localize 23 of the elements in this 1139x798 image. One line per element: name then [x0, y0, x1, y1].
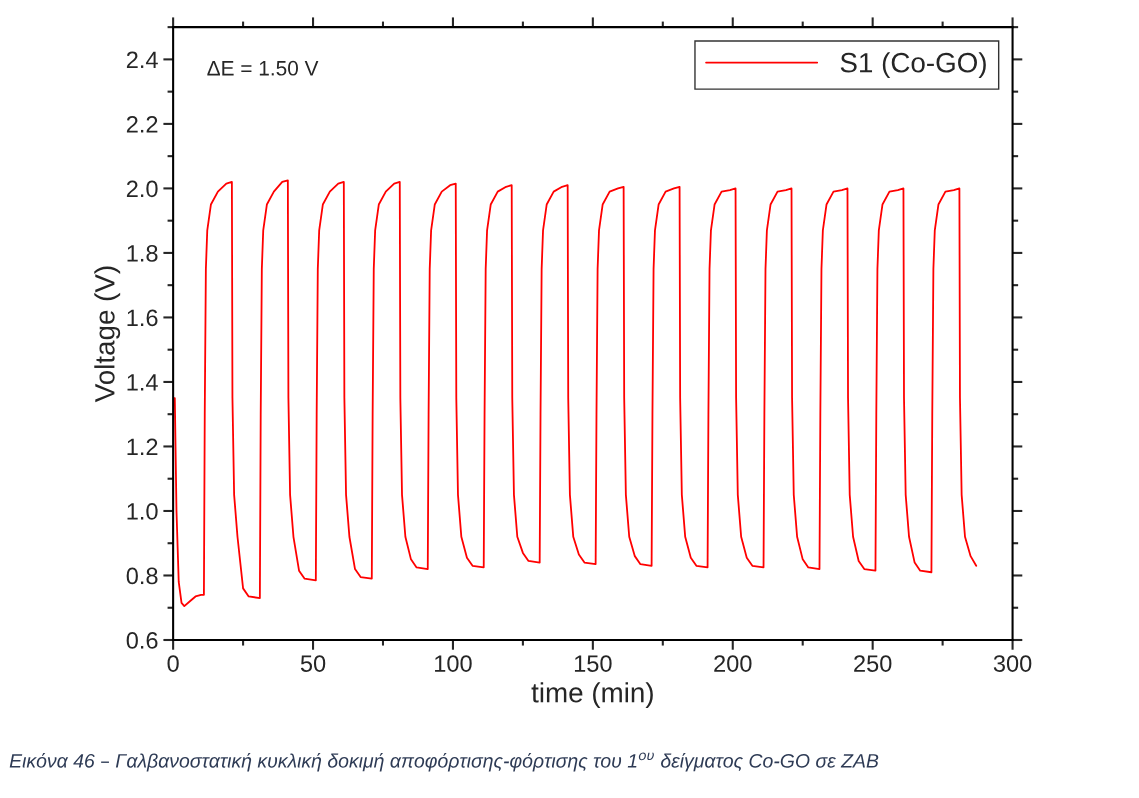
x-tick-label: 150 — [574, 655, 612, 672]
text: Εικόνα 46 – Γαλβανοστατική κυκλική δοκιμή αποφόρτισης-φόρτισης του 1$^{ου}$ δείγματος Co-GO σε ZAB — [9, 752, 879, 772]
x-tick-label: 100 — [435, 655, 472, 672]
y-tick-label: 2.0 — [126, 180, 158, 198]
line-series — [173, 179, 978, 608]
x-tick-label: 250 — [854, 655, 892, 672]
y-tick-label: 2.2 — [126, 115, 158, 133]
y-tick-label: 0.8 — [126, 567, 158, 585]
y-tick-label: 1.2 — [127, 438, 158, 456]
y-tick-label: 1.8 — [127, 244, 158, 262]
x-tick-label: 50 — [300, 655, 326, 672]
y-tick-label: 1.6 — [127, 309, 158, 327]
y-tick-label: 0.6 — [126, 632, 158, 649]
x-axis-title: time (min) — [531, 682, 653, 709]
y-tick-label: 1.4 — [127, 374, 158, 391]
x-tick-label: 0 — [167, 655, 179, 672]
annotation: ΔE = 1.50 V — [207, 60, 319, 76]
x-tick-label: 300 — [993, 655, 1032, 672]
y-tick-label: 1.0 — [127, 503, 158, 520]
y-tick-label: 2.4 — [126, 51, 158, 68]
x-tick-label: 200 — [714, 655, 752, 672]
legend-label: S1 (Co-GO) — [840, 52, 986, 79]
y-axis-title: Voltage (V) — [94, 266, 121, 403]
